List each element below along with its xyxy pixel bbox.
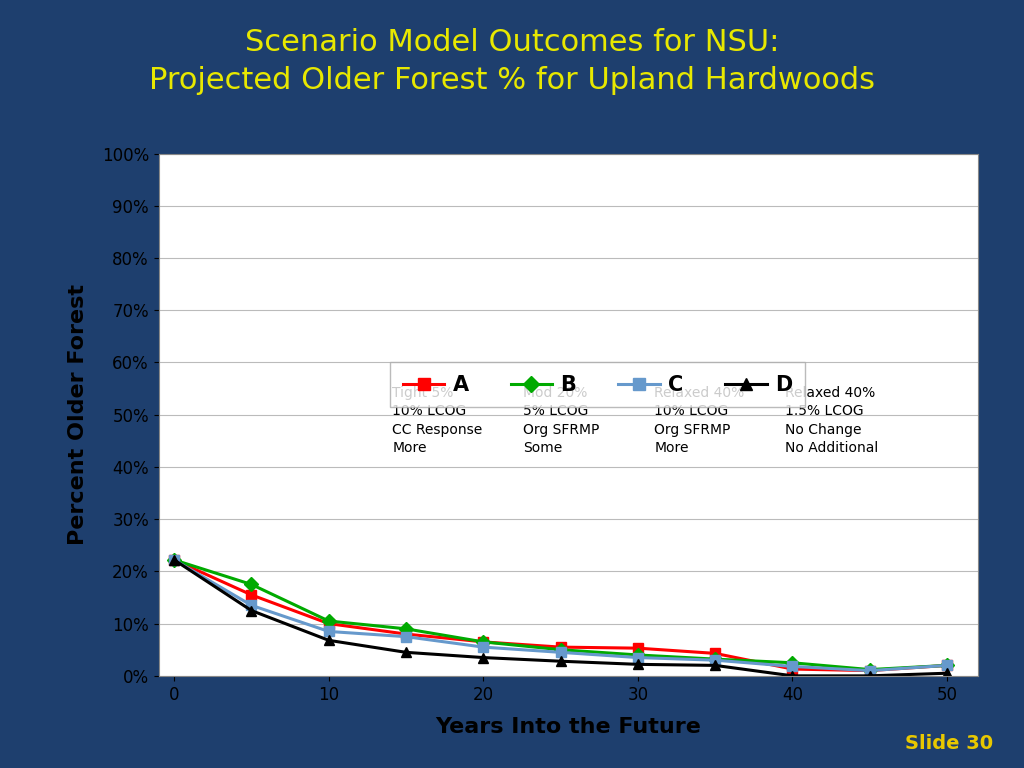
- Text: Relaxed 40%
10% LCOG
Org SFRMP
More: Relaxed 40% 10% LCOG Org SFRMP More: [654, 386, 744, 455]
- D: [709, 660, 721, 670]
- C: [400, 632, 413, 641]
- A: [246, 591, 258, 600]
- C: [786, 662, 799, 671]
- A: [323, 619, 335, 628]
- D: [323, 636, 335, 645]
- B: [168, 555, 180, 564]
- C: [477, 643, 489, 652]
- A: [400, 630, 413, 639]
- Legend: A, B, C, D: A, B, C, D: [390, 362, 805, 408]
- D: [554, 657, 566, 666]
- Line: D: D: [169, 555, 952, 680]
- D: [168, 555, 180, 564]
- D: [863, 671, 876, 680]
- D: [632, 660, 644, 669]
- B: [554, 645, 566, 654]
- C: [246, 601, 258, 610]
- Text: Scenario Model Outcomes for NSU:: Scenario Model Outcomes for NSU:: [245, 28, 779, 57]
- Line: A: A: [169, 555, 952, 676]
- Text: Tight 5%
10% LCOG
CC Response
More: Tight 5% 10% LCOG CC Response More: [392, 386, 482, 455]
- C: [632, 653, 644, 662]
- D: [941, 669, 953, 678]
- B: [786, 658, 799, 667]
- Text: Slide 30: Slide 30: [905, 733, 993, 753]
- Text: Projected Older Forest % for Upland Hardwoods: Projected Older Forest % for Upland Hard…: [150, 66, 874, 95]
- A: [786, 664, 799, 674]
- Text: Mod 20%
5% LCOG
Org SFRMP
Some: Mod 20% 5% LCOG Org SFRMP Some: [523, 386, 600, 455]
- B: [246, 580, 258, 589]
- A: [941, 660, 953, 670]
- A: [632, 644, 644, 653]
- A: [477, 637, 489, 647]
- D: [400, 647, 413, 657]
- D: [786, 671, 799, 680]
- A: [554, 643, 566, 652]
- A: [863, 666, 876, 675]
- B: [477, 637, 489, 647]
- X-axis label: Years Into the Future: Years Into the Future: [435, 717, 701, 737]
- B: [323, 617, 335, 626]
- A: [709, 649, 721, 658]
- C: [554, 647, 566, 657]
- Y-axis label: Percent Older Forest: Percent Older Forest: [68, 284, 88, 545]
- B: [632, 650, 644, 660]
- C: [168, 555, 180, 564]
- C: [323, 627, 335, 636]
- D: [246, 606, 258, 615]
- B: [941, 660, 953, 670]
- D: [477, 653, 489, 662]
- Line: B: B: [169, 555, 952, 674]
- B: [863, 665, 876, 674]
- B: [400, 624, 413, 634]
- C: [941, 660, 953, 670]
- C: [863, 666, 876, 675]
- C: [709, 656, 721, 665]
- B: [709, 654, 721, 664]
- Line: C: C: [169, 555, 952, 676]
- Text: Relaxed 40%
1.5% LCOG
No Change
No Additional: Relaxed 40% 1.5% LCOG No Change No Addit…: [785, 386, 879, 455]
- A: [168, 555, 180, 564]
